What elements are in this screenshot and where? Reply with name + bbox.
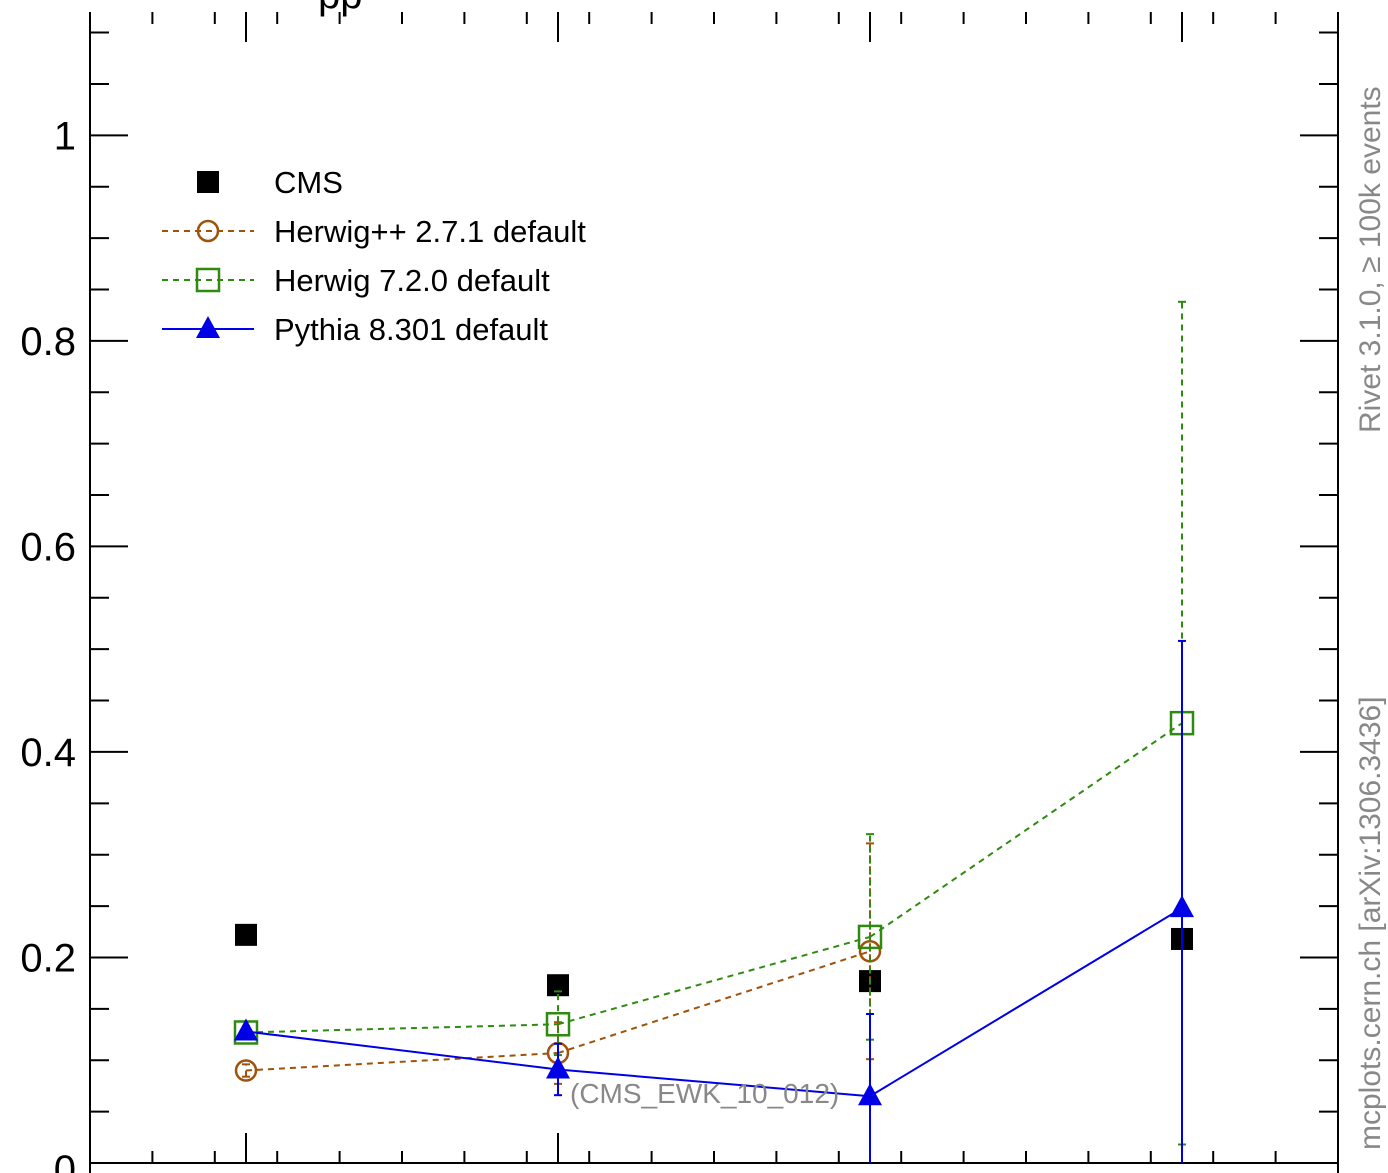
series-line-segment xyxy=(245,1030,559,1071)
rivet-version-label: Rivet 3.1.0, ≥ 100k events xyxy=(1354,86,1387,433)
data-point xyxy=(857,924,883,950)
y-tick-label: 1 xyxy=(54,114,76,158)
legend-marker xyxy=(197,171,219,193)
data-point xyxy=(545,1012,571,1037)
y-tick-label: 0.4 xyxy=(20,731,76,775)
series-cms xyxy=(235,923,1193,997)
title-fragment: pp xyxy=(318,0,363,17)
legend-entry: Pythia 8.301 default xyxy=(162,312,548,347)
legend-marker xyxy=(196,316,220,338)
series-pythia-8-301-default xyxy=(234,639,1194,1163)
data-point xyxy=(547,974,569,997)
y-tick-label: 0.8 xyxy=(20,320,76,364)
series-line-segment xyxy=(557,950,871,1054)
y-tick-label: 0.2 xyxy=(20,936,76,980)
y-tick-label: 0.6 xyxy=(20,525,76,569)
legend-entry: Herwig++ 2.7.1 default xyxy=(162,214,586,249)
analysis-id-label: (CMS_EWK_10_012) xyxy=(570,1078,839,1109)
series-line-segment xyxy=(245,1023,559,1034)
legend: CMS Herwig++ 2.7.1 default Herwig 7.2.0 de… xyxy=(162,165,586,347)
data-point xyxy=(546,1056,570,1079)
legend-entry: Herwig 7.2.0 default xyxy=(162,263,550,298)
legend-label: CMS xyxy=(274,165,343,200)
legend-label: Pythia 8.301 default xyxy=(274,312,548,347)
mcplots-reference-label: mcplots.cern.ch [arXiv:1306.3436] xyxy=(1354,696,1387,1150)
legend-label: Herwig 7.2.0 default xyxy=(274,263,550,298)
series-line-segment xyxy=(557,1068,871,1098)
legend-label: Herwig++ 2.7.1 default xyxy=(274,214,586,249)
legend-entry: CMS xyxy=(197,165,343,200)
y-tick-labels: 0.2 0.4 0.6 0.8 1 0 xyxy=(20,114,76,1173)
legend-marker xyxy=(195,267,221,293)
y-tick-label-zero: 0 xyxy=(54,1148,76,1173)
data-point xyxy=(1170,895,1194,918)
data-point xyxy=(234,1059,258,1082)
series-line-segment xyxy=(869,722,1183,938)
data-point xyxy=(235,923,257,946)
data-point xyxy=(858,1083,882,1106)
series-line-segment xyxy=(869,907,1183,1098)
series-line-segment xyxy=(557,935,871,1026)
data-series xyxy=(233,300,1195,1163)
series-herwig-7-2-0-default xyxy=(233,300,1195,1146)
legend-marker xyxy=(196,219,220,243)
series-line-segment xyxy=(245,1052,559,1072)
data-point xyxy=(234,1018,258,1041)
